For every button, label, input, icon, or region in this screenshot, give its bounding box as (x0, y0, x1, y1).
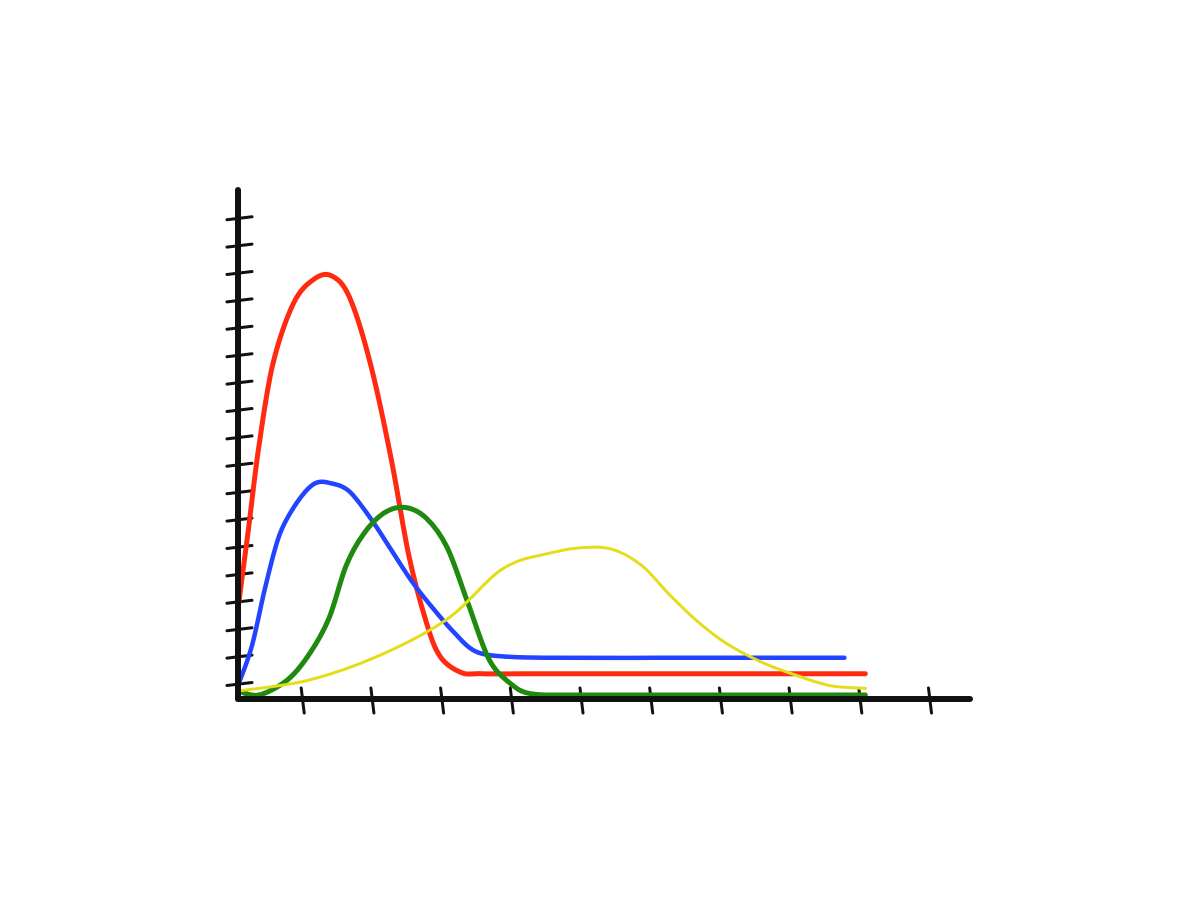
series-line-green (235, 504, 868, 698)
series-line-blue (235, 479, 847, 688)
series-lines (235, 271, 868, 698)
series-line-yellow (236, 545, 867, 693)
series-line-red (235, 271, 868, 677)
